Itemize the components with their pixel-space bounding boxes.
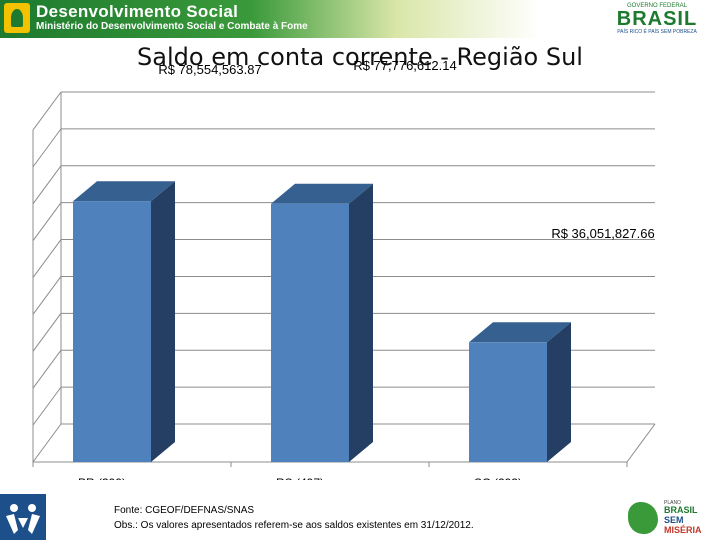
source-note: Fonte: CGEOF/DEFNAS/SNAS [114,505,255,516]
ministry-logo-icon [4,3,30,33]
side-grid-line [32,349,62,389]
bar-1 [271,203,349,462]
bar-top-1 [271,183,373,204]
ministry-name: Ministério do Desenvolvimento Social e C… [36,21,308,32]
badge-line-2: SEM [664,515,684,525]
government-logo: GOVERNO FEDERAL BRASIL PAÍS RICO É PAÍS … [600,3,714,35]
program-name: Desenvolvimento Social [36,2,239,21]
badge-small-text: PLANO [664,500,681,506]
brazil-map-icon [628,502,658,534]
gov-top-text: GOVERNO FEDERAL [626,3,687,9]
brasil-sem-miseria-logo: PLANO BRASIL SEM MISÉRIA [628,500,716,538]
floor-edge [626,423,656,463]
bar-side-2 [547,322,571,462]
bar-top-2 [469,322,571,343]
data-label: R$ 36,051,827.66 [551,226,654,241]
x-tick-label: SC (293) [474,476,522,480]
x-tick-label: RS (497) [276,476,324,480]
side-grid-line [32,423,62,463]
bar-chart: PR (399) RS (497) SC (293) R$ 78,554,563.87… [32,60,656,480]
chart-title: Saldo em conta corrente - Região Sul [137,43,583,71]
side-grid-line [32,128,62,168]
side-grid-line [32,91,62,131]
data-label: R$ 77,776,612.14 [353,60,456,73]
bar-top-0 [73,181,175,202]
side-grid-line [32,202,62,241]
badge-line-1: BRASIL [664,505,698,515]
footer-notes: Fonte: CGEOF/DEFNAS/SNAS Obs.: Os valore… [114,503,474,533]
bar-side-0 [151,181,175,462]
gov-motto: PAÍS RICO É PAÍS SEM POBREZA [617,29,697,35]
header-banner: Desenvolvimento Social Ministério do Des… [0,0,720,38]
people-logo-icon [0,494,46,540]
side-grid-line [32,276,62,315]
bar-side-1 [349,183,373,462]
side-grid-line [32,313,62,352]
side-grid-line [32,386,62,426]
bar-0 [73,201,151,462]
people-glyph-icon [6,504,40,534]
bar-2 [469,342,547,462]
observation-note: Obs.: Os valores apresentados referem-se… [114,520,474,531]
x-tick-label: PR (399) [78,476,126,480]
gov-name: BRASIL [616,8,698,30]
side-grid-line [32,239,62,278]
badge-line-3: MISÉRIA [664,525,702,535]
data-label: R$ 78,554,563.87 [158,62,261,77]
side-grid-line [32,165,62,205]
